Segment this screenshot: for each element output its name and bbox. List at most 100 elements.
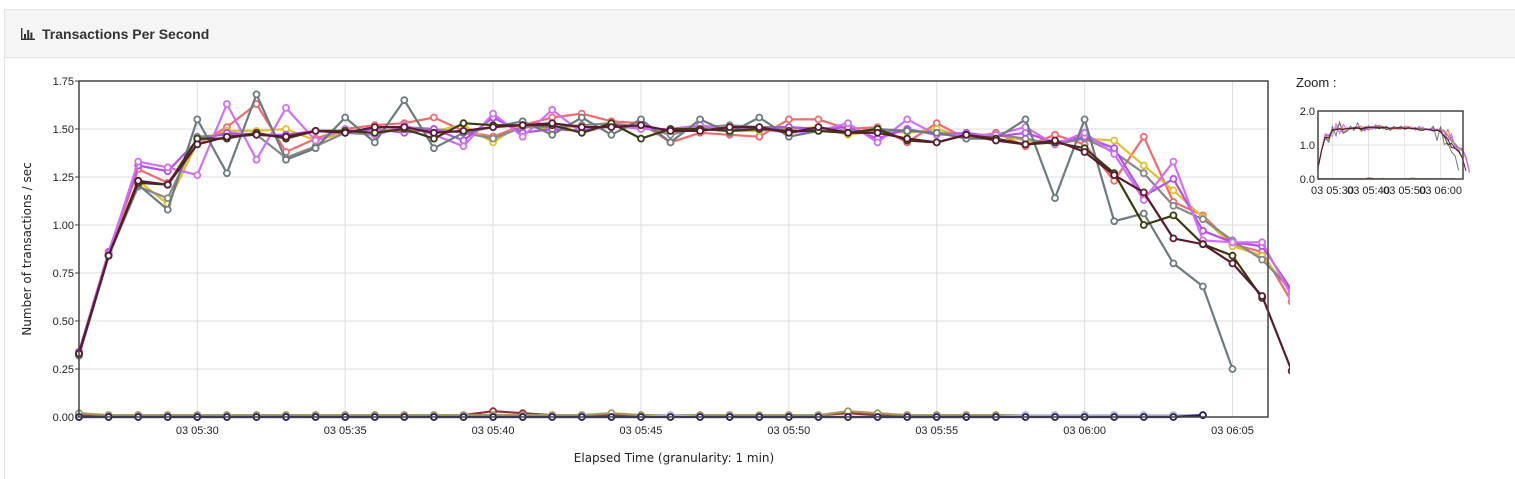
data-point[interactable] bbox=[1139, 161, 1148, 170]
data-point[interactable] bbox=[252, 130, 261, 139]
data-point[interactable] bbox=[637, 134, 645, 143]
data-point[interactable] bbox=[1139, 169, 1148, 178]
data-point[interactable] bbox=[637, 121, 645, 130]
data-point[interactable] bbox=[459, 126, 468, 135]
data-point[interactable] bbox=[903, 126, 912, 135]
data-point[interactable] bbox=[163, 163, 172, 172]
data-point[interactable] bbox=[1139, 221, 1148, 229]
data-point[interactable] bbox=[844, 119, 852, 128]
data-point[interactable] bbox=[400, 123, 409, 131]
data-point[interactable] bbox=[1110, 171, 1119, 180]
data-point[interactable] bbox=[311, 144, 320, 153]
data-point[interactable] bbox=[696, 126, 704, 135]
data-point[interactable] bbox=[696, 115, 704, 124]
data-point[interactable] bbox=[992, 136, 1000, 145]
data-point[interactable] bbox=[1021, 140, 1030, 149]
data-point[interactable] bbox=[1169, 174, 1178, 183]
data-point[interactable] bbox=[1228, 365, 1237, 373]
data-point[interactable] bbox=[222, 100, 231, 108]
data-point[interactable] bbox=[1228, 259, 1237, 268]
data-point[interactable] bbox=[282, 104, 290, 112]
data-point[interactable] bbox=[518, 121, 527, 130]
data-point[interactable] bbox=[903, 115, 912, 124]
data-point[interactable] bbox=[1080, 128, 1089, 137]
data-point[interactable] bbox=[1021, 115, 1030, 124]
data-point[interactable] bbox=[429, 128, 438, 137]
data-point[interactable] bbox=[222, 169, 231, 178]
data-point[interactable] bbox=[311, 136, 320, 145]
data-point[interactable] bbox=[666, 138, 675, 147]
data-point[interactable] bbox=[222, 132, 231, 141]
data-point[interactable] bbox=[1287, 298, 1290, 306]
data-point[interactable] bbox=[785, 115, 793, 124]
data-point[interactable] bbox=[163, 180, 172, 189]
data-point[interactable] bbox=[282, 132, 290, 141]
data-point[interactable] bbox=[548, 119, 557, 128]
data-point[interactable] bbox=[1169, 157, 1178, 166]
data-point[interactable] bbox=[193, 115, 202, 124]
data-point[interactable] bbox=[1139, 209, 1148, 218]
data-point[interactable] bbox=[548, 130, 557, 139]
data-point[interactable] bbox=[1110, 150, 1119, 158]
data-point[interactable] bbox=[1228, 238, 1237, 247]
data-point[interactable] bbox=[548, 105, 557, 114]
data-point[interactable] bbox=[429, 113, 438, 122]
data-point[interactable] bbox=[1199, 215, 1207, 224]
data-point[interactable] bbox=[341, 128, 350, 137]
data-point[interactable] bbox=[844, 128, 852, 137]
tps-chart[interactable]: 0.00 0.25 0.50 0.75 1.00 1.25 1.50 1.75 03 05:3… bbox=[0, 0, 1290, 479]
data-point[interactable] bbox=[370, 123, 379, 131]
data-point[interactable] bbox=[193, 171, 202, 180]
data-point[interactable] bbox=[1051, 136, 1059, 145]
data-point[interactable] bbox=[1080, 148, 1089, 156]
data-point[interactable] bbox=[163, 205, 172, 214]
data-point[interactable] bbox=[134, 176, 143, 185]
data-point[interactable] bbox=[518, 132, 527, 141]
data-point[interactable] bbox=[1139, 196, 1148, 204]
data-point[interactable] bbox=[134, 157, 143, 166]
data-point[interactable] bbox=[1258, 238, 1266, 247]
data-point[interactable] bbox=[725, 123, 734, 131]
data-point[interactable] bbox=[607, 123, 616, 131]
data-point[interactable] bbox=[104, 251, 113, 260]
data-point[interactable] bbox=[1110, 217, 1119, 226]
data-point[interactable] bbox=[1169, 211, 1178, 220]
data-point[interactable] bbox=[755, 113, 764, 122]
data-point[interactable] bbox=[252, 155, 261, 164]
data-point[interactable] bbox=[489, 123, 498, 131]
data-point[interactable] bbox=[1110, 136, 1119, 145]
data-point[interactable] bbox=[459, 119, 468, 128]
data-point[interactable] bbox=[1169, 234, 1178, 243]
data-point[interactable] bbox=[1258, 255, 1266, 264]
data-point[interactable] bbox=[1169, 186, 1178, 195]
data-point[interactable] bbox=[1169, 259, 1178, 268]
data-point[interactable] bbox=[370, 138, 379, 147]
data-point[interactable] bbox=[755, 123, 764, 131]
data-point[interactable] bbox=[193, 140, 202, 149]
data-point[interactable] bbox=[1228, 251, 1237, 260]
data-point[interactable] bbox=[1258, 292, 1266, 300]
data-point[interactable] bbox=[577, 123, 586, 131]
data-point[interactable] bbox=[962, 130, 971, 139]
data-point[interactable] bbox=[1139, 188, 1148, 197]
data-point[interactable] bbox=[932, 128, 941, 137]
data-point[interactable] bbox=[785, 128, 793, 137]
data-point[interactable] bbox=[252, 90, 261, 99]
data-point[interactable] bbox=[1199, 240, 1207, 249]
data-point[interactable] bbox=[429, 144, 438, 153]
data-point[interactable] bbox=[459, 142, 468, 151]
data-point[interactable] bbox=[1287, 367, 1290, 375]
data-point[interactable] bbox=[873, 138, 882, 147]
data-point[interactable] bbox=[489, 134, 498, 143]
data-point[interactable] bbox=[577, 113, 586, 122]
data-point[interactable] bbox=[1051, 194, 1059, 203]
data-point[interactable] bbox=[814, 123, 823, 131]
data-point[interactable] bbox=[814, 115, 823, 124]
data-point[interactable] bbox=[873, 128, 882, 137]
data-point[interactable] bbox=[607, 130, 616, 139]
plot-area[interactable] bbox=[78, 80, 1269, 418]
data-point[interactable] bbox=[666, 126, 675, 135]
data-point[interactable] bbox=[1139, 132, 1148, 141]
data-point[interactable] bbox=[489, 109, 498, 118]
data-point[interactable] bbox=[311, 126, 320, 135]
